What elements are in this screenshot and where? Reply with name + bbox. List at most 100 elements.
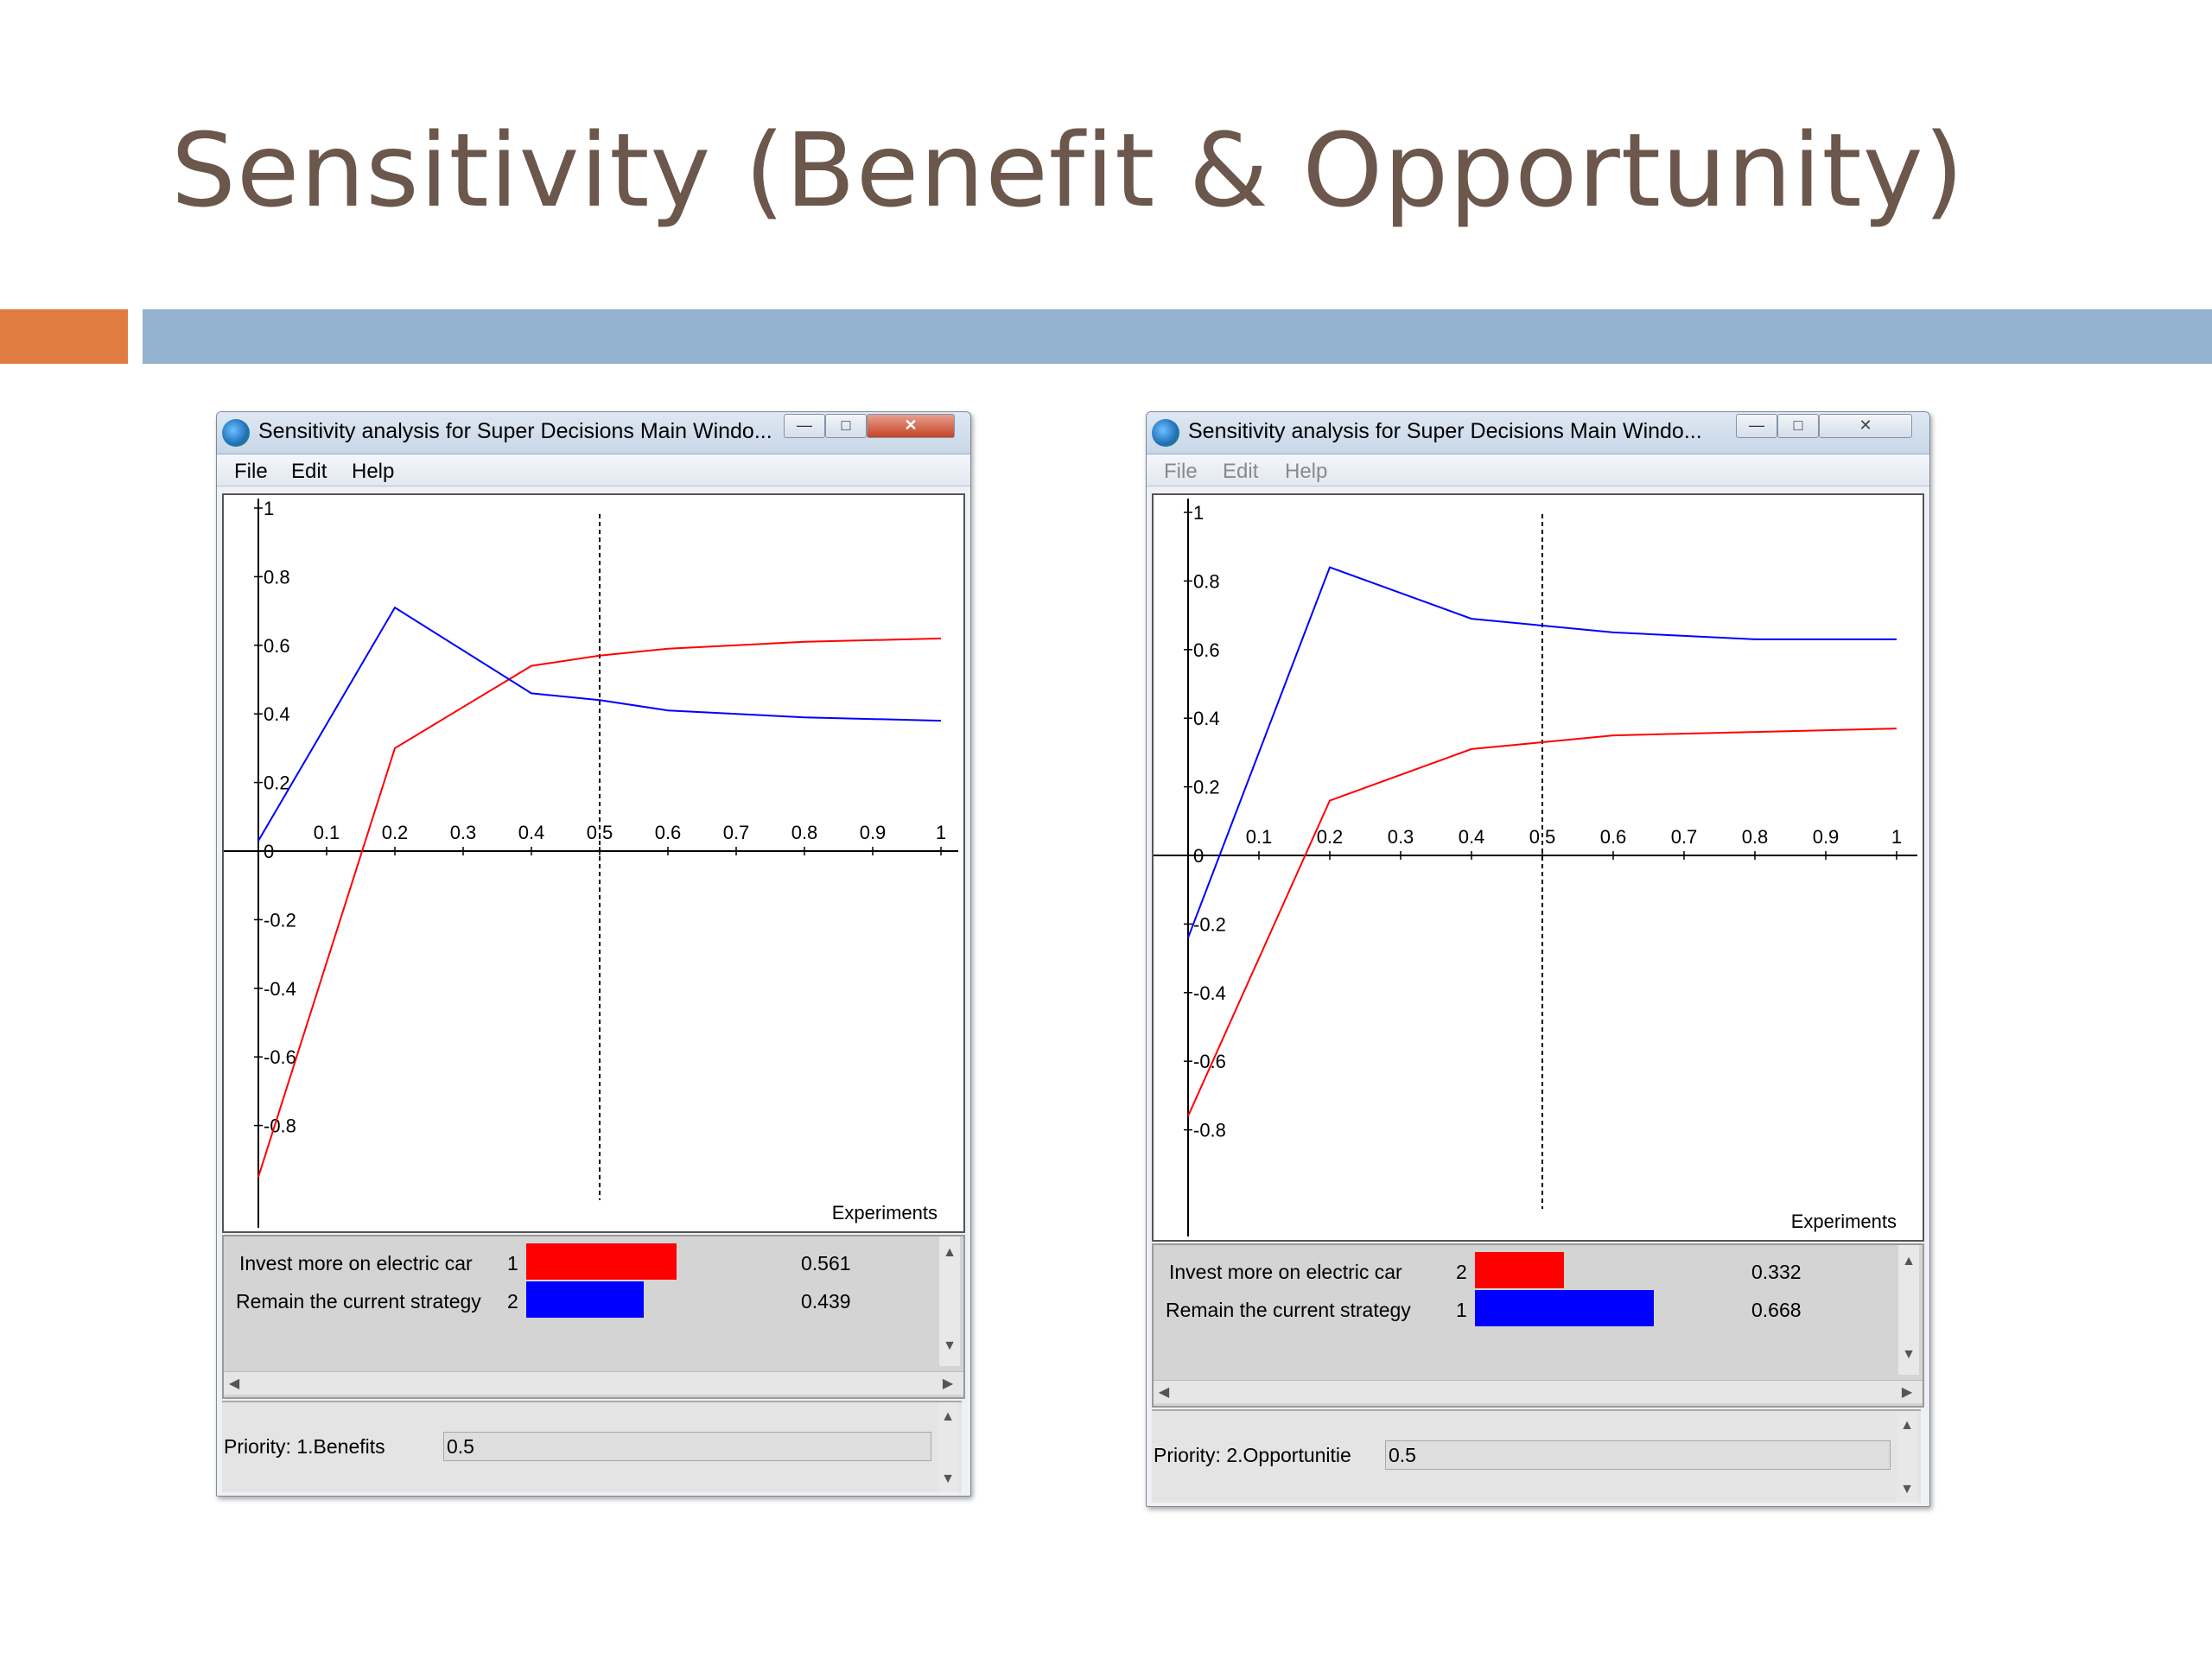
menu-edit[interactable]: Edit: [291, 460, 327, 483]
priority-panel: ▲ ▼ Priority: 2.Opportunitie 0.5: [1152, 1409, 1921, 1503]
x-tick-label: 0.3: [450, 822, 477, 843]
result-rank: 1: [507, 1252, 518, 1274]
scroll-down-arrow[interactable]: ▼: [943, 1338, 957, 1353]
scroll-up-arrow[interactable]: ▲: [1902, 1254, 1916, 1268]
x-tick-label: 0.4: [1459, 826, 1485, 848]
y-tick-label: 0.4: [264, 703, 290, 725]
x-tick-label: 0.6: [655, 822, 682, 843]
y-tick-label: 0.6: [1193, 639, 1220, 661]
app-icon: [222, 419, 250, 447]
title-bar[interactable]: Sensitivity analysis for Super Decisions…: [217, 412, 970, 454]
minimize-button[interactable]: —: [1736, 414, 1777, 438]
series-line-1: [1187, 566, 1897, 938]
y-tick-label: -0.2: [264, 909, 296, 931]
y-tick-label: -0.4: [1193, 982, 1226, 1004]
result-rank: 2: [507, 1290, 518, 1313]
scroll-up-arrow[interactable]: ▲: [941, 1409, 955, 1424]
x-tick-label: 0.2: [1317, 826, 1344, 848]
accent-bar-blue: [143, 309, 2212, 364]
results-horizontal-scrollbar[interactable]: ◀ ▶: [1154, 1380, 1923, 1403]
sensitivity-plot[interactable]: 0.1 0.2 0.3 0.4 0.5 0.6 0.7 0.8 0.9 1 1 0.8 0.6 0.4 0.…: [222, 493, 965, 1233]
y-tick-label: 0.8: [1193, 570, 1220, 592]
x-axis-label: Experiments: [832, 1202, 938, 1224]
x-tick-label: 0.8: [791, 822, 818, 843]
sensitivity-window-opportunities: Sensitivity analysis for Super Decisions…: [1146, 411, 1930, 1507]
y-tick-label: 0.8: [264, 566, 290, 588]
maximize-button[interactable]: □: [825, 414, 867, 438]
x-axis-label: Experiments: [1791, 1211, 1897, 1232]
scroll-down-arrow[interactable]: ▼: [1902, 1347, 1916, 1362]
menu-bar: File Edit Help: [1147, 454, 1929, 486]
close-button[interactable]: ✕: [1819, 414, 1912, 438]
scroll-left-arrow[interactable]: ◀: [1158, 1385, 1170, 1400]
menu-help[interactable]: Help: [352, 460, 395, 483]
slide-title: Sensitivity (Benefit & Opportunity): [171, 111, 1965, 230]
x-tick-label: 0.6: [1600, 826, 1627, 848]
y-tick-label: 0.2: [264, 772, 290, 794]
result-bar-invest: [526, 1243, 677, 1280]
y-tick-label: 0: [264, 841, 274, 862]
title-bar[interactable]: Sensitivity analysis for Super Decisions…: [1147, 412, 1929, 454]
priority-scrollbar[interactable]: ▲ ▼: [938, 1402, 958, 1492]
series-line-0: [1187, 728, 1897, 1117]
scroll-right-arrow[interactable]: ▶: [942, 1376, 954, 1391]
result-value: 0.668: [1751, 1299, 1802, 1321]
priority-panel: ▲ ▼ Priority: 1.Benefits 0.5: [222, 1401, 962, 1492]
x-tick-label: 0.5: [587, 822, 613, 843]
y-tick-label: 1: [264, 498, 274, 519]
priority-scrollbar[interactable]: ▲ ▼: [1897, 1411, 1917, 1503]
x-tick-label: 0.7: [723, 822, 750, 843]
scroll-right-arrow[interactable]: ▶: [1901, 1385, 1913, 1400]
priority-label: Priority: 2.Opportunitie: [1154, 1444, 1351, 1466]
x-tick-label: 0.8: [1742, 826, 1769, 848]
series-line-0: [257, 637, 942, 1178]
scroll-down-arrow[interactable]: ▼: [941, 1471, 955, 1486]
x-tick-label: 1: [936, 822, 946, 843]
result-bar-invest: [1475, 1252, 1564, 1288]
results-vertical-scrollbar[interactable]: ▲ ▼: [1898, 1245, 1919, 1375]
results-vertical-scrollbar[interactable]: ▲ ▼: [939, 1236, 960, 1366]
y-tick-label: -0.8: [1193, 1120, 1226, 1141]
result-label: Invest more on electric car: [239, 1252, 473, 1274]
window-title: Sensitivity analysis for Super Decisions…: [1188, 419, 1702, 443]
priority-value-field[interactable]: 0.5: [443, 1432, 931, 1461]
sensitivity-chart-svg: 0.1 0.2 0.3 0.4 0.5 0.6 0.7 0.8 0.9 110.80.60.40.…: [1154, 499, 1917, 1236]
minimize-button[interactable]: —: [784, 414, 825, 438]
menu-file[interactable]: File: [1164, 460, 1198, 483]
series-line-1: [257, 606, 942, 842]
y-tick-label: 0: [1193, 845, 1204, 867]
close-button[interactable]: ✕: [867, 414, 955, 438]
x-tick-label: 1: [1891, 826, 1902, 848]
sensitivity-chart-svg: 0.1 0.2 0.3 0.4 0.5 0.6 0.7 0.8 0.9 110.80.60.40.…: [224, 498, 958, 1228]
y-tick-label: -0.8: [264, 1116, 296, 1137]
x-tick-label: 0.7: [1671, 826, 1698, 848]
result-bar-remain: [526, 1281, 644, 1318]
maximize-button[interactable]: □: [1777, 414, 1819, 438]
y-tick-label: 0.2: [1193, 777, 1220, 798]
menu-edit[interactable]: Edit: [1223, 460, 1259, 483]
menu-help[interactable]: Help: [1285, 460, 1328, 483]
results-panel: Invest more on electric car 2 0.332 Rema…: [1152, 1243, 1924, 1408]
sensitivity-plot[interactable]: 0.1 0.2 0.3 0.4 0.5 0.6 0.7 0.8 0.9 1 1 0.8 0.6 0.4 0.…: [1152, 493, 1924, 1242]
scroll-up-arrow[interactable]: ▲: [1900, 1418, 1914, 1433]
x-tick-label: 0.3: [1388, 826, 1414, 848]
y-tick-label: -0.4: [264, 978, 296, 1000]
scroll-up-arrow[interactable]: ▲: [943, 1245, 957, 1260]
scroll-down-arrow[interactable]: ▼: [1900, 1482, 1914, 1497]
sensitivity-window-benefits: Sensitivity analysis for Super Decisions…: [216, 411, 971, 1497]
priority-label: Priority: 1.Benefits: [224, 1435, 385, 1458]
scroll-left-arrow[interactable]: ◀: [228, 1376, 240, 1391]
result-value: 0.439: [801, 1290, 851, 1313]
result-label: Remain the current strategy: [1166, 1299, 1411, 1321]
results-horizontal-scrollbar[interactable]: ◀ ▶: [224, 1371, 963, 1395]
y-tick-label: 1: [1193, 502, 1204, 524]
menu-bar: File Edit Help: [217, 454, 970, 486]
y-tick-label: -0.2: [1193, 913, 1226, 935]
menu-file[interactable]: File: [234, 460, 268, 483]
y-tick-label: -0.6: [264, 1046, 296, 1068]
x-tick-label: 0.1: [314, 822, 340, 843]
result-bar-remain: [1475, 1290, 1654, 1326]
priority-value-field[interactable]: 0.5: [1385, 1440, 1891, 1470]
accent-bar-orange: [0, 309, 128, 364]
result-value: 0.561: [801, 1252, 851, 1274]
